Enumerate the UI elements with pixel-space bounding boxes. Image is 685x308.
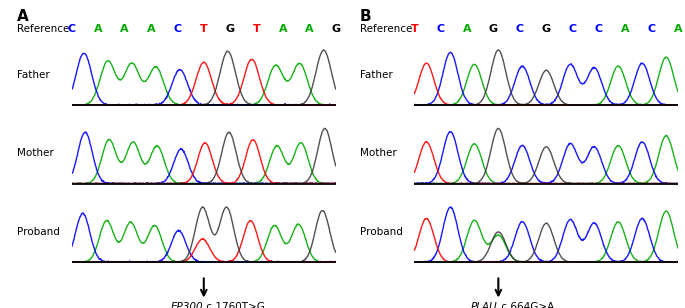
Text: A: A — [279, 24, 287, 34]
Text: Reference: Reference — [360, 24, 412, 34]
Text: T: T — [410, 24, 419, 34]
Text: G: G — [489, 24, 498, 34]
Text: G: G — [225, 24, 235, 34]
Text: A: A — [121, 24, 129, 34]
Text: G: G — [542, 24, 551, 34]
Text: c.664G>A: c.664G>A — [497, 302, 554, 308]
Text: C: C — [68, 24, 76, 34]
Text: T: T — [200, 24, 208, 34]
Text: G: G — [331, 24, 340, 34]
Text: Mother: Mother — [17, 148, 54, 158]
Text: A: A — [621, 24, 630, 34]
Text: c.1760T>G: c.1760T>G — [203, 302, 265, 308]
Text: Father: Father — [360, 70, 393, 80]
Text: A: A — [147, 24, 155, 34]
Text: Proband: Proband — [17, 227, 60, 237]
Text: C: C — [648, 24, 656, 34]
Text: C: C — [516, 24, 524, 34]
Text: EP300: EP300 — [171, 302, 203, 308]
Text: Reference: Reference — [17, 24, 69, 34]
Text: A: A — [94, 24, 103, 34]
Text: A: A — [674, 24, 682, 34]
Text: C: C — [173, 24, 182, 34]
Text: C: C — [595, 24, 603, 34]
Text: B: B — [360, 9, 371, 24]
Text: C: C — [437, 24, 445, 34]
Text: Proband: Proband — [360, 227, 403, 237]
Text: T: T — [253, 24, 260, 34]
Text: C: C — [569, 24, 577, 34]
Text: Father: Father — [17, 70, 50, 80]
Text: Mother: Mother — [360, 148, 397, 158]
Text: A: A — [17, 9, 29, 24]
Text: A: A — [305, 24, 314, 34]
Text: A: A — [463, 24, 471, 34]
Text: PLAU: PLAU — [471, 302, 497, 308]
